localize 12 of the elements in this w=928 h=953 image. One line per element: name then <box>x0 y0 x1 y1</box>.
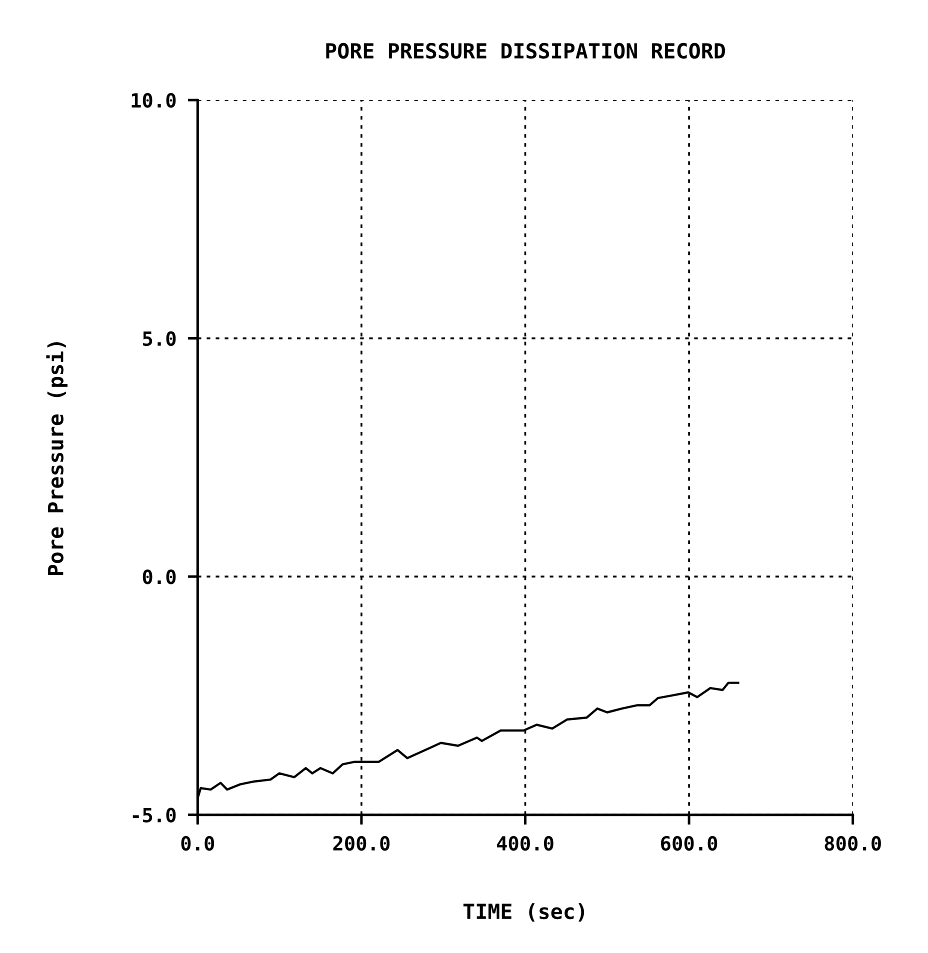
chart-title: PORE PRESSURE DISSIPATION RECORD <box>326 42 726 59</box>
y-tick-label: 5.0 <box>143 331 176 346</box>
y-tick-label: 0.0 <box>142 570 176 584</box>
x-axis-title: TIME (sec) <box>463 903 584 922</box>
x-tick-label: 200.0 <box>333 836 390 851</box>
x-tick-label: 0.0 <box>181 836 214 851</box>
y-tick-label: 10.0 <box>132 93 176 108</box>
x-tick-label: 400.0 <box>496 836 554 851</box>
x-tick-label: 800.0 <box>824 836 881 851</box>
y-axis-title: Pore Pressure (psi) <box>46 342 68 575</box>
x-tick-label: 600.0 <box>661 836 718 851</box>
y-tick-label: -5.0 <box>132 808 176 822</box>
